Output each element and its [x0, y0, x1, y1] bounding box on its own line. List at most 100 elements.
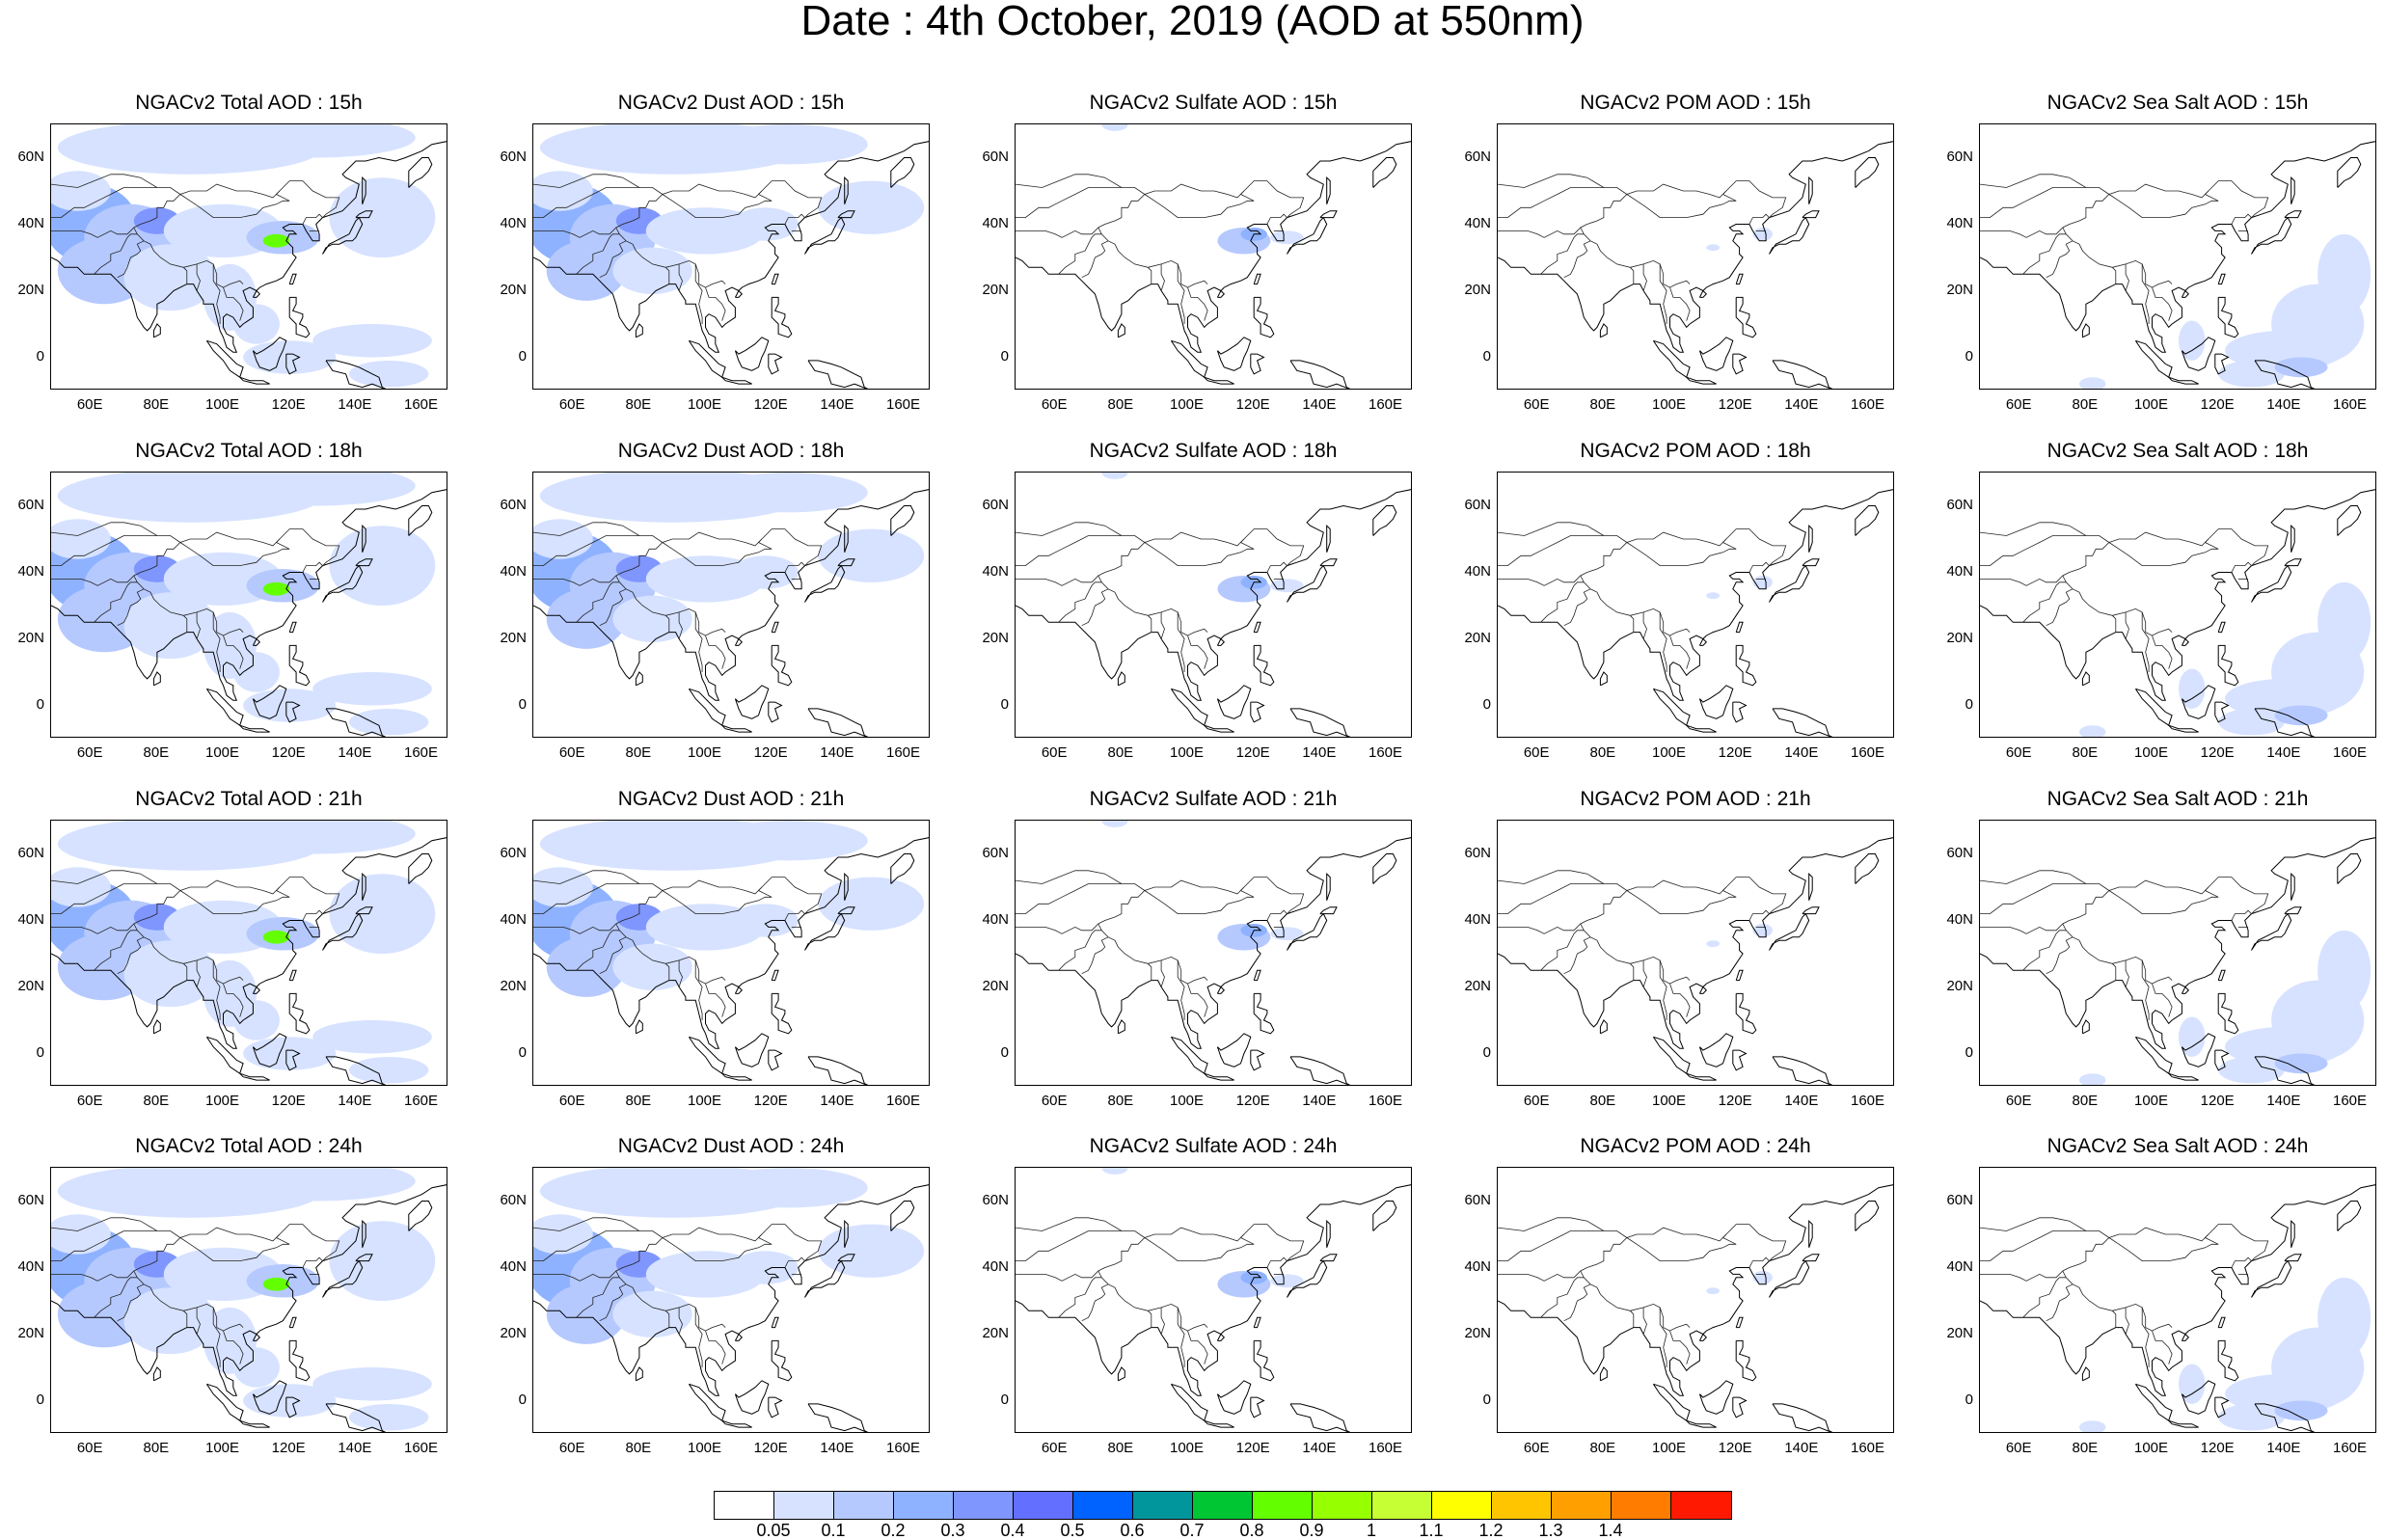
aod-light-region [51, 519, 111, 559]
country-border [302, 213, 323, 225]
country-border [694, 611, 703, 672]
country-border [51, 877, 340, 934]
country-border [1144, 1233, 1255, 1261]
aod-light-region [349, 1403, 429, 1431]
coastline [1253, 296, 1275, 338]
coastline [2284, 1254, 2302, 1262]
lon-tick-label: 140E [1302, 396, 1337, 413]
lat-tick-label: 40N [982, 562, 1009, 580]
colorbar-box [1253, 1492, 1313, 1519]
country-border [533, 528, 823, 586]
aod-light-region [612, 1290, 692, 1337]
colorbar-label: 0.1 [821, 1521, 846, 1540]
aod-field [51, 821, 436, 1084]
coastline [51, 837, 447, 1049]
aod-mid-region [2274, 705, 2328, 726]
country-border [705, 983, 726, 1017]
country-border [1498, 883, 1628, 914]
lon-tick-label: 160E [2333, 396, 2368, 413]
coastline [1498, 489, 1893, 701]
country-border [1498, 870, 1605, 884]
coastline [1287, 912, 1328, 951]
coastline [408, 157, 433, 188]
country-border [1563, 588, 1591, 627]
country-border [694, 1307, 703, 1367]
aod-light-region [216, 473, 416, 506]
aod-light-region [2079, 1073, 2106, 1085]
coastline [533, 1184, 929, 1396]
coastline [1216, 1333, 1226, 1341]
lon-tick-label: 140E [820, 1093, 854, 1109]
country-border [117, 936, 145, 975]
panel-title-total-r4: NGACv2 Total AOD : 24h [135, 1135, 363, 1157]
coastline [355, 906, 373, 915]
lat-tick-label: 40N [1946, 910, 1973, 928]
country-border [2152, 286, 2173, 321]
aod-light-region [2179, 1016, 2206, 1057]
coastline [1686, 1419, 1717, 1428]
coastline [2337, 157, 2362, 188]
lon-tick-label: 100E [205, 1440, 240, 1456]
coastline [205, 1036, 244, 1074]
lat-tick-label: 60N [17, 1191, 44, 1208]
lon-tick-label: 140E [338, 396, 372, 413]
country-border [2062, 575, 2173, 636]
country-border [1580, 575, 1691, 636]
lat-tick-label: 0 [36, 695, 44, 713]
lon-tick-label: 100E [2134, 1093, 2169, 1109]
country-border [1016, 528, 1305, 586]
coastline [734, 289, 744, 298]
lat-tick-label: 0 [1000, 1391, 1009, 1408]
map-canvas [1016, 124, 1411, 389]
country-border [2125, 959, 2129, 987]
country-border [694, 263, 703, 324]
coastline [51, 141, 447, 353]
lat-tick-label: 40N [17, 1257, 44, 1275]
coastline [2081, 1366, 2090, 1382]
lon-tick-label: 100E [2134, 396, 2169, 413]
country-border [533, 522, 640, 536]
coastline [1253, 273, 1261, 285]
coastline [771, 621, 779, 634]
lon-tick-label: 60E [76, 1440, 103, 1456]
aod-light-region [312, 672, 432, 706]
country-border [665, 615, 670, 633]
aod-mid-region [546, 1283, 627, 1344]
aod-light-region [533, 1214, 593, 1255]
coastline [2081, 323, 2090, 338]
country-border [533, 1217, 640, 1231]
coastline [1735, 1316, 1744, 1329]
country-border [2022, 930, 2067, 971]
coastline [1287, 564, 1328, 603]
lon-tick-label: 120E [271, 1440, 306, 1456]
colorbar-label: 1 [1366, 1521, 1376, 1540]
country-border [533, 870, 640, 884]
coastline [2217, 621, 2226, 634]
coastline [2254, 708, 2316, 737]
aod-colorbar [714, 1491, 1732, 1520]
aod-light-region [2218, 708, 2285, 736]
coastline [1216, 1380, 1252, 1415]
map-sulfate-r2 [1015, 472, 1412, 738]
lat-tick-label: 60N [982, 1191, 1009, 1208]
lon-tick-label: 140E [2266, 744, 2301, 761]
coastline [1855, 853, 1880, 884]
coastline [688, 688, 726, 726]
aod-light-region [708, 124, 868, 165]
coastline [688, 339, 726, 378]
lat-tick-label: 40N [1946, 562, 1973, 580]
aod-light-region [2179, 668, 2206, 709]
coastline [2168, 1072, 2199, 1081]
panel-title-dust-r3: NGACv2 Dust AOD : 21h [617, 788, 845, 810]
lon-tick-label: 60E [1041, 1440, 1068, 1456]
colorbar-label: 0.3 [940, 1521, 965, 1540]
country-border [665, 1310, 670, 1328]
panel-title-sulfate-r4: NGACv2 Sulfate AOD : 24h [1089, 1135, 1338, 1157]
coastline [2337, 853, 2362, 884]
panel-title-sea-salt-r3: NGACv2 Sea Salt AOD : 21h [2046, 788, 2309, 810]
lat-tick-label: 0 [36, 1391, 44, 1408]
coastline [1326, 1220, 1331, 1248]
coastline [1772, 708, 1833, 737]
country-border [1980, 528, 2269, 586]
aod-mid-region [2274, 357, 2328, 378]
